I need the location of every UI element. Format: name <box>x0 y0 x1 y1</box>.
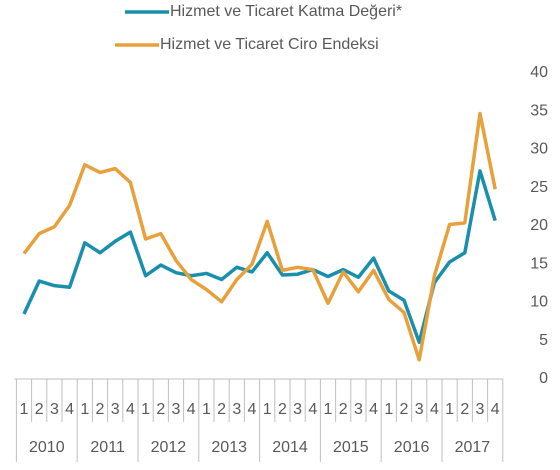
year-label: 2012 <box>151 439 187 456</box>
y-tick-label: 40 <box>530 64 548 81</box>
x-tick-label: 4 <box>126 401 135 418</box>
legend-label: Hizmet ve Ticaret Katma Değeri* <box>170 3 402 20</box>
x-tick-label: 4 <box>491 401 500 418</box>
x-tick-label: 1 <box>20 401 29 418</box>
y-tick-label: 20 <box>530 217 548 234</box>
year-label: 2014 <box>272 439 308 456</box>
y-tick-label: 10 <box>530 294 548 311</box>
x-tick-label: 2 <box>339 401 348 418</box>
year-label: 2017 <box>455 439 491 456</box>
y-tick-label: 15 <box>530 255 548 272</box>
year-label: 2013 <box>211 439 247 456</box>
year-label: 2011 <box>90 439 125 456</box>
x-tick-label: 4 <box>65 401 74 418</box>
x-tick-label: 3 <box>111 401 120 418</box>
x-tick-label: 3 <box>232 401 241 418</box>
x-tick-label: 4 <box>187 401 196 418</box>
x-tick-label: 1 <box>202 401 211 418</box>
x-tick-label: 3 <box>293 401 302 418</box>
x-tick-label: 1 <box>324 401 333 418</box>
x-tick-label: 1 <box>384 401 393 418</box>
x-tick-label: 3 <box>50 401 59 418</box>
y-tick-label: 25 <box>530 179 548 196</box>
y-tick-label: 35 <box>530 102 548 119</box>
x-tick-label: 1 <box>445 401 454 418</box>
x-tick-label: 2 <box>96 401 105 418</box>
y-tick-label: 5 <box>539 332 548 349</box>
series-line <box>22 111 497 362</box>
y-tick-label: 0 <box>539 370 548 387</box>
y-tick-label: 30 <box>530 141 548 158</box>
x-tick-label: 3 <box>354 401 363 418</box>
x-tick-label: 1 <box>263 401 272 418</box>
x-tick-label: 2 <box>400 401 409 418</box>
x-tick-label: 1 <box>80 401 89 418</box>
x-tick-label: 3 <box>476 401 485 418</box>
x-tick-label: 2 <box>35 401 44 418</box>
x-tick-label: 4 <box>248 401 257 418</box>
x-tick-label: 2 <box>217 401 226 418</box>
x-tick-label: 2 <box>460 401 469 418</box>
year-label: 2010 <box>29 439 65 456</box>
x-tick-label: 3 <box>172 401 181 418</box>
x-tick-label: 4 <box>369 401 378 418</box>
legend-label: Hizmet ve Ticaret Ciro Endeksi <box>160 36 379 53</box>
x-tick-label: 3 <box>415 401 424 418</box>
series-line <box>22 169 497 345</box>
x-tick-label: 1 <box>141 401 150 418</box>
x-tick-label: 2 <box>278 401 287 418</box>
x-tick-label: 2 <box>156 401 165 418</box>
x-tick-label: 4 <box>430 401 439 418</box>
x-tick-label: 4 <box>308 401 317 418</box>
year-label: 2015 <box>333 439 369 456</box>
year-label: 2016 <box>394 439 430 456</box>
